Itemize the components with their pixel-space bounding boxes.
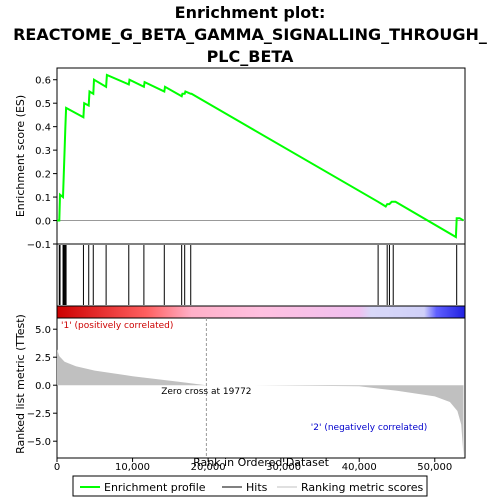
es-plot-frame: [56, 67, 466, 245]
es-ytick-label: 0.4: [35, 123, 51, 134]
title-line-1: REACTOME_G_BETA_GAMMA_SIGNALLING_THROUGH…: [13, 25, 487, 44]
legend-metric-label: Ranking metric scores: [301, 481, 423, 494]
hits-frame: [56, 243, 466, 307]
metric-panel: −5.0 −2.5 0.0 2.5 5.0 0 10,000 20,000 30,000 40,…: [14, 314, 466, 473]
metric-ytick-label: −5.0: [27, 437, 51, 448]
legend: Enrichment profile Hits Ranking metric s…: [72, 475, 428, 497]
xtick-label: 20,000: [191, 462, 226, 473]
xtick-label: 40,000: [342, 462, 377, 473]
legend-frame: [72, 475, 428, 497]
positive-label: '1' (positively correlated): [61, 321, 173, 331]
es-axis-label: Enrichment score (ES): [14, 95, 27, 217]
xtick-label: 10,000: [115, 462, 150, 473]
es-ytick-label: 0.1: [35, 193, 51, 204]
x-axis-label: Rank in Ordered Dataset: [193, 456, 330, 469]
enrichment-profile-line: [57, 73, 465, 239]
xtick-label: 0: [54, 462, 60, 473]
title-line-2: PLC_BETA: [207, 47, 294, 66]
es-ytick-label: −0.1: [27, 240, 51, 251]
hits-panel: [56, 243, 466, 307]
metric-ytick-label: 5.0: [35, 325, 51, 336]
xtick-label: 30,000: [266, 462, 301, 473]
legend-enrichment-label: Enrichment profile: [104, 481, 206, 494]
metric-ytick-label: 0.0: [35, 381, 51, 392]
es-ytick-label: 0.5: [35, 99, 51, 110]
es-panel: −0.1 0.0 0.1 0.2 0.3 0.4 0.5 0.6 Enrichment sco…: [14, 67, 466, 251]
es-ytick-label: 0.6: [35, 76, 51, 87]
legend-hits-label: Hits: [246, 481, 268, 494]
es-ytick-label: 0.2: [35, 170, 51, 181]
metric-axis-label: Ranked list metric (TTest): [14, 314, 27, 454]
chart-title: Enrichment plot: REACTOME_G_BETA_GAMMA_SI…: [13, 3, 487, 66]
metric-ytick-label: −2.5: [27, 409, 51, 420]
es-ytick-label: 0.3: [35, 146, 51, 157]
zero-cross-label: Zero cross at 19772: [161, 387, 251, 397]
title-line-0: Enrichment plot:: [175, 3, 326, 22]
xtick-label: 50,000: [417, 462, 452, 473]
metric-ytick-label: 2.5: [35, 353, 51, 364]
negative-label: '2' (negatively correlated): [311, 423, 427, 433]
ranking-color-bar: [56, 305, 466, 319]
es-ytick-label: 0.0: [35, 217, 51, 228]
